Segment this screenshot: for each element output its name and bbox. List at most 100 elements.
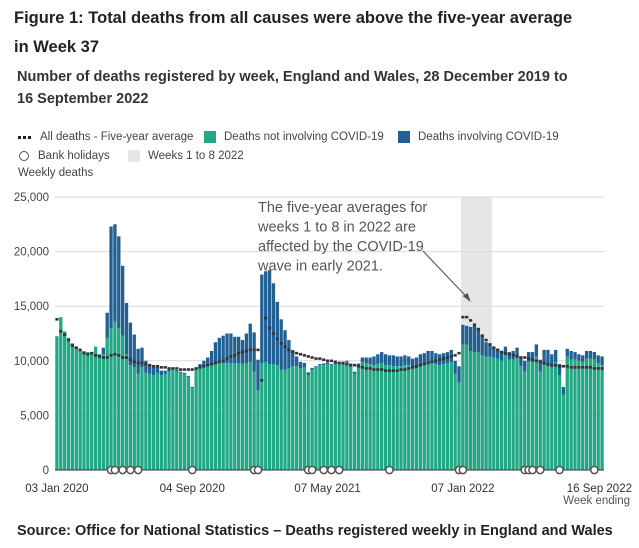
- bar-covid: [581, 355, 585, 362]
- bar-covid: [117, 236, 121, 329]
- average-marker: [55, 318, 59, 321]
- average-marker: [441, 357, 446, 360]
- bar-non-covid: [151, 374, 156, 470]
- average-marker: [252, 348, 256, 352]
- bar-non-covid: [434, 364, 438, 470]
- bar-non-covid: [318, 365, 322, 470]
- bar-non-covid: [267, 364, 272, 470]
- average-marker: [368, 367, 372, 370]
- average-marker: [503, 351, 508, 355]
- bar-non-covid: [418, 365, 423, 470]
- bar-non-covid: [399, 366, 403, 470]
- bank-holiday-marker: [458, 465, 468, 475]
- bar-non-covid: [515, 357, 519, 470]
- average-marker: [287, 348, 291, 352]
- bar-covid: [430, 350, 434, 363]
- bar-non-covid: [407, 365, 411, 470]
- bar-covid: [468, 326, 473, 351]
- bar-non-covid: [565, 356, 569, 470]
- average-marker: [136, 361, 140, 365]
- legend-average-label: All deaths - Five-year average: [40, 131, 194, 143]
- bar-non-covid: [287, 368, 291, 470]
- bar-covid: [496, 348, 500, 359]
- bar-covid: [178, 371, 183, 373]
- average-marker: [449, 355, 453, 358]
- average-marker: [499, 350, 504, 354]
- bar-non-covid: [472, 352, 477, 470]
- bar-covid: [434, 353, 438, 365]
- average-marker: [82, 351, 86, 355]
- bar-covid: [124, 302, 129, 355]
- bar-non-covid: [360, 361, 365, 470]
- bar-covid: [507, 352, 511, 360]
- bar-non-covid: [279, 369, 283, 470]
- bar-non-covid: [275, 365, 279, 470]
- average-marker: [356, 364, 361, 368]
- bar-non-covid: [90, 353, 94, 470]
- bar-covid: [298, 361, 303, 369]
- bar-covid: [329, 364, 334, 366]
- bank-holiday-marker: [555, 465, 564, 475]
- bar-non-covid: [530, 361, 535, 470]
- bar-non-covid: [55, 336, 59, 470]
- bar-covid: [519, 356, 523, 367]
- x-tick-label: 03 Jan 2020: [25, 483, 88, 495]
- bar-covid: [213, 342, 218, 363]
- bar-covid: [325, 362, 330, 365]
- legend-weeks-shade: Weeks 1 to 8 2022: [128, 150, 244, 162]
- average-marker: [198, 366, 202, 369]
- bar-covid: [554, 349, 558, 362]
- average-marker: [577, 366, 581, 369]
- bar-non-covid: [329, 365, 334, 470]
- bar-covid: [542, 349, 546, 366]
- bar-covid: [322, 363, 326, 366]
- bar-non-covid: [410, 368, 415, 470]
- average-marker: [121, 356, 125, 359]
- average-marker: [538, 360, 542, 364]
- average-marker: [422, 362, 426, 366]
- average-marker: [113, 352, 117, 356]
- average-marker: [217, 360, 221, 364]
- average-marker: [221, 359, 225, 363]
- average-marker: [364, 367, 368, 370]
- average-marker: [411, 366, 415, 369]
- bar-covid: [596, 355, 600, 363]
- bank-holiday-marker: [307, 465, 317, 475]
- bar-non-covid: [101, 354, 105, 470]
- bar-non-covid: [291, 366, 295, 470]
- bar-non-covid: [120, 335, 125, 470]
- bar-non-covid: [97, 355, 102, 470]
- bar-covid: [530, 352, 535, 362]
- bar-non-covid: [391, 366, 395, 470]
- average-marker: [74, 346, 78, 349]
- bar-covid: [426, 350, 430, 363]
- bar-non-covid: [368, 364, 372, 470]
- bar-non-covid: [422, 365, 426, 470]
- bank-holiday-marker: [133, 465, 143, 475]
- bar-non-covid: [182, 373, 187, 470]
- bar-covid: [291, 349, 295, 367]
- average-marker: [213, 361, 218, 365]
- bar-covid: [244, 333, 249, 363]
- bar-non-covid: [492, 357, 496, 470]
- bar-non-covid: [465, 344, 469, 470]
- average-marker: [117, 354, 121, 357]
- bar-non-covid: [325, 364, 330, 470]
- average-marker: [206, 363, 210, 367]
- average-marker: [426, 361, 430, 365]
- bar-non-covid: [148, 373, 152, 470]
- bar-non-covid: [105, 337, 109, 470]
- average-marker: [445, 356, 450, 359]
- bar-non-covid: [240, 364, 245, 470]
- average-marker: [414, 364, 419, 368]
- bar-covid: [248, 323, 252, 362]
- average-marker: [229, 355, 233, 358]
- bar-non-covid: [70, 343, 75, 470]
- bar-covid: [283, 330, 287, 370]
- bar-covid: [368, 357, 372, 365]
- bar-non-covid: [59, 317, 63, 470]
- legend-bank-holidays: Bank holidays: [18, 150, 110, 162]
- average-marker: [341, 361, 345, 365]
- average-marker: [283, 345, 287, 348]
